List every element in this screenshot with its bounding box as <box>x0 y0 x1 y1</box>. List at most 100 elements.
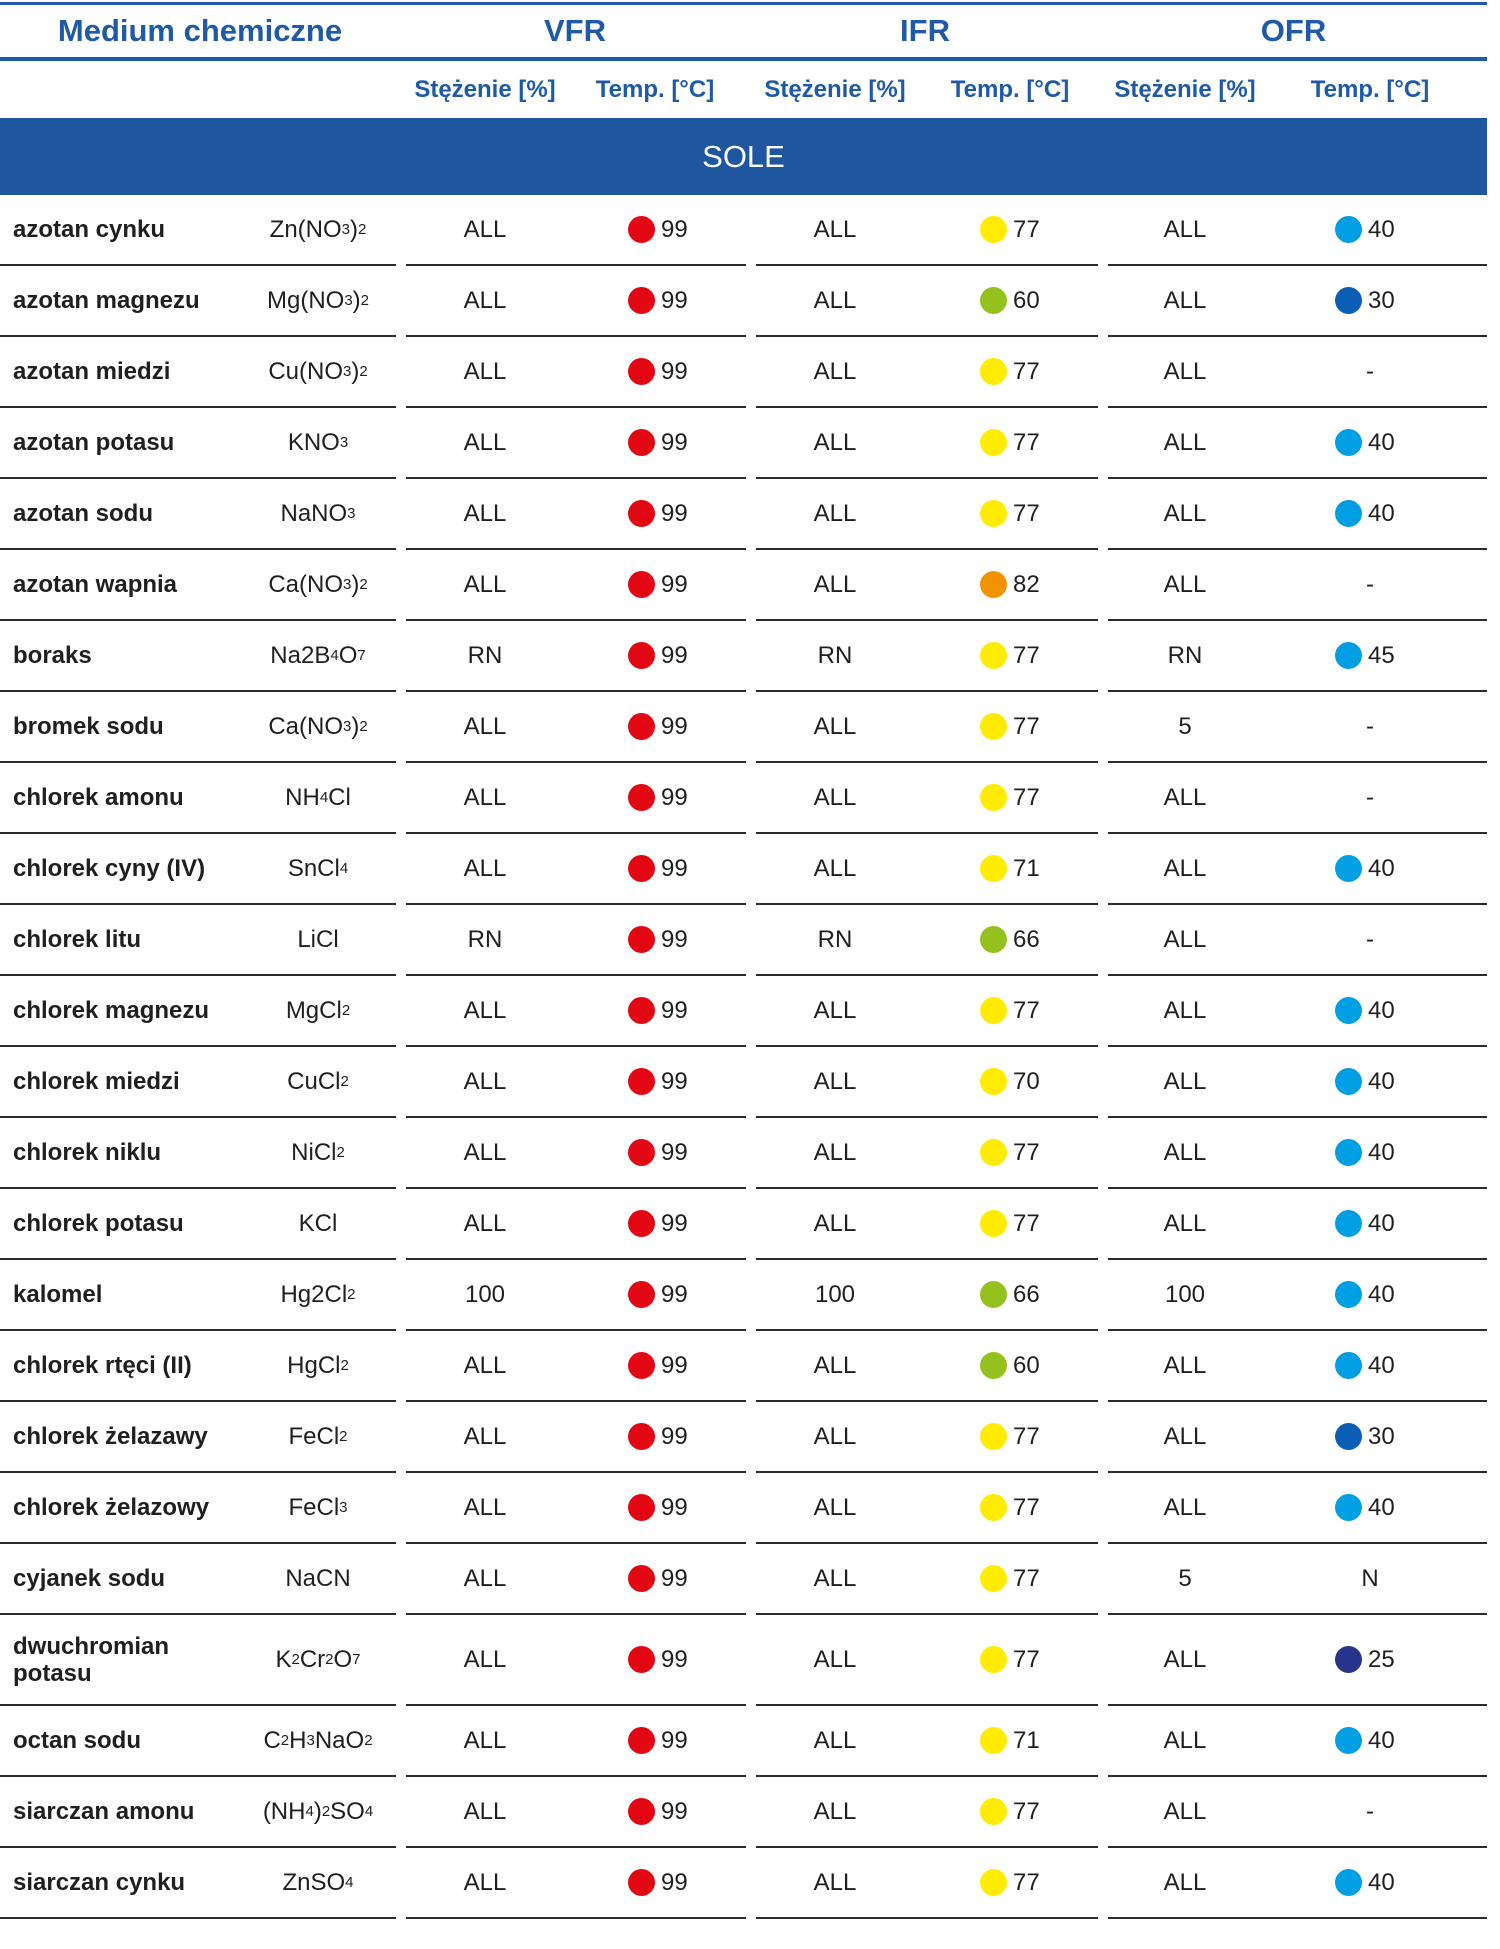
ofr-concentration: ALL <box>1163 1138 1207 1166</box>
ofr-temperature-value: 40 <box>1368 1209 1395 1237</box>
vfr-temperature-value: 99 <box>661 925 688 953</box>
rating-dot-icon <box>980 1068 1007 1095</box>
column-gap <box>1098 690 1108 692</box>
column-gap <box>396 406 406 408</box>
vfr-conc-header: Stężenie [%] <box>414 76 556 103</box>
formula-part: (NH <box>262 1797 306 1825</box>
table-row: siarczan cynku ZnSO 4 ALL 99 ALL 77 ALL 40 <box>0 1848 1487 1919</box>
ofr-concentration: ALL <box>1163 1868 1207 1896</box>
column-gap <box>1098 1329 1108 1331</box>
ifr-concentration: ALL <box>813 1645 857 1673</box>
ofr-temperature-value: 25 <box>1368 1645 1395 1673</box>
column-gap <box>746 1704 756 1706</box>
chemical-formula: MgCl 2 <box>285 996 351 1024</box>
vfr-concentration: ALL <box>463 1209 507 1237</box>
rating-dot-icon <box>1335 1352 1362 1379</box>
ofr-temperature: 30 <box>1335 1402 1445 1471</box>
formula-part: O <box>338 641 358 669</box>
rating-dot-icon <box>980 1565 1007 1592</box>
vfr-temperature: 99 <box>628 195 738 264</box>
rating-dot-icon <box>980 1798 1007 1825</box>
vfr-temperature-value: 99 <box>661 996 688 1024</box>
ofr-temperature-value: 30 <box>1368 286 1395 314</box>
ofr-temperature: - <box>1315 763 1425 832</box>
ifr-temperature-value: 70 <box>1013 1067 1040 1095</box>
formula-part: NaO <box>314 1726 365 1754</box>
ofr-temperature: 40 <box>1335 1189 1445 1258</box>
ofr-concentration: ALL <box>1163 1209 1207 1237</box>
ofr-temperature: 40 <box>1335 1047 1445 1116</box>
rating-dot-icon <box>980 429 1007 456</box>
rating-dot-icon <box>980 1423 1007 1450</box>
formula-part: H <box>289 1726 307 1754</box>
subheader-row: Stężenie [%] Temp. [°C] Stężenie [%] Tem… <box>0 61 1487 118</box>
column-gap <box>746 832 756 834</box>
vfr-temperature: 99 <box>628 834 738 903</box>
ofr-temperature-value: 40 <box>1368 1868 1395 1896</box>
table-row: chlorek żelazawy FeCl 2 ALL 99 ALL 77 ALL 30 <box>0 1402 1487 1473</box>
ifr-temperature: 77 <box>980 692 1090 761</box>
ifr-temperature: 77 <box>980 195 1090 264</box>
vfr-temperature: 99 <box>628 692 738 761</box>
column-gap <box>1098 974 1108 976</box>
column-gap <box>1098 1116 1108 1118</box>
column-gap <box>396 761 406 763</box>
column-gap <box>396 1704 406 1706</box>
rating-dot-icon <box>1335 1494 1362 1521</box>
rating-dot-icon <box>1335 1139 1362 1166</box>
ifr-concentration: ALL <box>813 1422 857 1450</box>
ifr-temperature-value: 77 <box>1013 499 1040 527</box>
ofr-temperature: 40 <box>1335 1118 1445 1187</box>
column-gap <box>396 335 406 337</box>
column-gap <box>746 264 756 266</box>
column-gap <box>746 1045 756 1047</box>
ifr-concentration: ALL <box>813 286 857 314</box>
ifr-temperature: 77 <box>980 1473 1090 1542</box>
ofr-concentration: ALL <box>1163 996 1207 1024</box>
table-row: dwuchromian potasu K 2 Cr 2 O 7 ALL 99 ALL 77 ALL 25 <box>0 1615 1487 1706</box>
top-rule <box>0 2 1487 5</box>
column-gap <box>746 1187 756 1189</box>
table-row: azotan miedzi Cu(NO 3) 2 ALL 99 ALL 77 ALL - <box>0 337 1487 408</box>
table-row: chlorek litu LiCl RN 99 RN 66 ALL - <box>0 905 1487 976</box>
vfr-temperature: 99 <box>628 763 738 832</box>
vfr-temperature: 99 <box>628 1706 738 1775</box>
ifr-concentration: ALL <box>813 1138 857 1166</box>
ifr-concentration: ALL <box>813 854 857 882</box>
ifr-temperature-value: 71 <box>1013 1726 1040 1754</box>
ofr-temperature: 40 <box>1335 1706 1445 1775</box>
ifr-temperature: 71 <box>980 834 1090 903</box>
ofr-temperature-value: 30 <box>1368 1422 1395 1450</box>
formula-part: SO <box>330 1797 365 1825</box>
ifr-temperature: 77 <box>980 1118 1090 1187</box>
medium-name: chlorek rtęci (II) <box>13 1352 192 1379</box>
vfr-temperature-value: 99 <box>661 357 688 385</box>
ifr-temperature-value: 77 <box>1013 996 1040 1024</box>
medium-name: kalomel <box>13 1281 103 1308</box>
section-bar-sole: SOLE <box>0 118 1487 195</box>
ifr-temperature-value: 77 <box>1013 1493 1040 1521</box>
vfr-temperature-value: 99 <box>661 499 688 527</box>
formula-part: NaNO <box>280 499 348 527</box>
group-header-row: Medium chemiczne VFR IFR OFR <box>0 5 1487 57</box>
ifr-temperature-value: 60 <box>1013 1351 1040 1379</box>
formula-part: KNO <box>287 428 340 456</box>
chemical-formula: NaNO 3 <box>280 499 356 527</box>
table-body: azotan cynku Zn(NO 3) 2 ALL 99 ALL 77 ALL 40 azota… <box>0 195 1487 1919</box>
column-gap <box>1098 903 1108 905</box>
ofr-temperature-value: N <box>1361 1564 1379 1592</box>
rating-dot-icon <box>628 926 655 953</box>
ifr-concentration: ALL <box>813 357 857 385</box>
rating-dot-icon <box>980 287 1007 314</box>
column-gap <box>396 974 406 976</box>
rating-dot-icon <box>628 1423 655 1450</box>
medium-name: chlorek litu <box>13 926 142 953</box>
ifr-temperature: 77 <box>980 621 1090 690</box>
ofr-concentration: ALL <box>1163 1067 1207 1095</box>
rating-dot-icon <box>628 429 655 456</box>
column-gap <box>396 548 406 550</box>
column-gap <box>746 619 756 621</box>
rating-dot-icon <box>980 1352 1007 1379</box>
rating-dot-icon <box>980 642 1007 669</box>
rating-dot-icon <box>628 1565 655 1592</box>
